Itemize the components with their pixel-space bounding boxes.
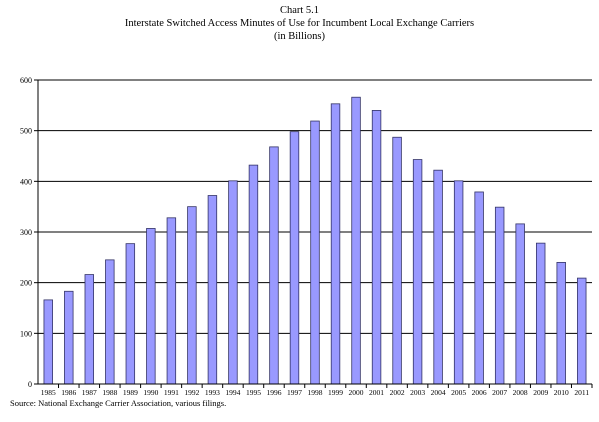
x-tick-label: 1991 [164, 388, 179, 397]
y-tick-label: 0 [28, 380, 32, 389]
x-tick-label: 2001 [369, 388, 384, 397]
x-tick-label: 2003 [410, 388, 425, 397]
x-tick-label: 1992 [184, 388, 199, 397]
bar [494, 206, 505, 385]
bar [535, 242, 546, 385]
bar [330, 103, 341, 385]
x-tick-label: 2004 [431, 388, 446, 397]
source-note: Source: National Exchange Carrier Associ… [10, 398, 227, 408]
bar [64, 290, 74, 385]
bar [43, 299, 53, 385]
bar [105, 259, 115, 385]
x-tick-label: 2008 [513, 388, 528, 397]
y-tick-label: 400 [20, 177, 32, 186]
y-tick-label: 600 [20, 76, 32, 85]
bar [269, 146, 279, 385]
x-tick-label: 2002 [390, 388, 405, 397]
bar [433, 169, 443, 385]
x-tick-label: 2010 [554, 388, 569, 397]
bar [248, 164, 259, 385]
bar [310, 120, 320, 385]
bar [351, 96, 361, 385]
x-tick-label: 1990 [143, 388, 158, 397]
x-tick-label: 1985 [41, 388, 56, 397]
bar [515, 223, 525, 385]
bar [84, 274, 95, 385]
bar [125, 243, 136, 385]
x-tick-label: 1998 [308, 388, 323, 397]
x-tick-label: 1994 [225, 388, 240, 397]
x-tick-label: 1986 [61, 388, 76, 397]
bar [392, 136, 402, 385]
y-tick-label: 300 [20, 228, 32, 237]
x-tick-label: 1993 [205, 388, 220, 397]
bar [207, 195, 218, 385]
bar [412, 159, 423, 385]
bar [187, 206, 197, 385]
chart-title: Interstate Switched Access Minutes of Us… [124, 18, 475, 29]
x-tick-label: 1995 [246, 388, 261, 397]
x-tick-label: 1999 [328, 388, 343, 397]
chart-units: (in Billions) [273, 31, 326, 42]
bar [453, 180, 464, 385]
bar [577, 277, 587, 385]
x-tick-label: 1996 [266, 388, 281, 397]
x-tick-label: 2005 [451, 388, 466, 397]
x-tick-label: 1987 [82, 388, 97, 397]
bar [289, 131, 300, 385]
bar [146, 228, 156, 385]
bar [556, 261, 566, 385]
y-tick-label: 100 [20, 329, 32, 338]
x-tick-label: 2009 [533, 388, 548, 397]
bar [166, 217, 177, 385]
y-tick-label: 200 [20, 279, 32, 288]
x-tick-label: 1988 [102, 388, 117, 397]
x-tick-label: 2006 [472, 388, 487, 397]
x-tick-label: 2011 [574, 388, 589, 397]
chart-number: Chart 5.1 [279, 5, 320, 16]
y-tick-label: 500 [20, 127, 32, 136]
bar [228, 180, 238, 385]
x-tick-label: 2007 [492, 388, 507, 397]
bar [474, 191, 484, 385]
bar [371, 110, 382, 385]
chart-titles: Chart 5.1 Interstate Switched Access Min… [0, 4, 599, 43]
x-tick-label: 1989 [123, 388, 138, 397]
x-tick-label: 1997 [287, 388, 302, 397]
x-tick-label: 2000 [349, 388, 364, 397]
